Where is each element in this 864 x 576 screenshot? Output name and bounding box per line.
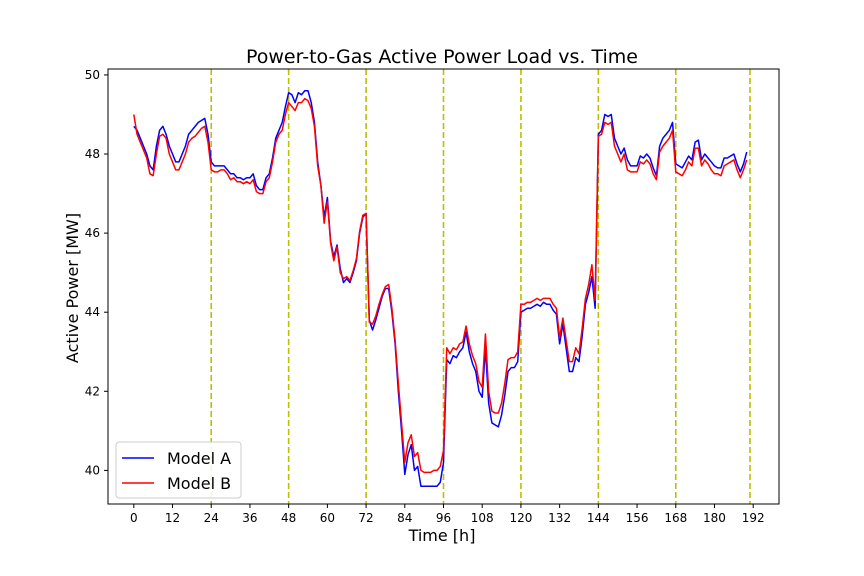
- y-tick-label: 40: [85, 463, 100, 477]
- y-tick-label: 46: [85, 226, 100, 240]
- x-axis-label: Time [h]: [408, 526, 476, 545]
- x-tick-label: 36: [242, 511, 257, 525]
- x-tick-label: 72: [358, 511, 373, 525]
- x-tick-label: 120: [509, 511, 532, 525]
- y-tick-label: 44: [85, 305, 100, 319]
- x-tick-label: 24: [204, 511, 219, 525]
- legend-box: [115, 441, 242, 499]
- x-tick-label: 144: [587, 511, 610, 525]
- series-line-model-a: [133, 90, 748, 487]
- y-tick-label: 48: [85, 147, 100, 161]
- legend-label: Model A: [167, 449, 231, 468]
- x-tick-label: 156: [626, 511, 649, 525]
- series-line-model-b: [133, 97, 748, 474]
- x-tick-label: 0: [130, 511, 138, 525]
- x-tick-label: 168: [664, 511, 687, 525]
- y-axis-label: Active Power [MW]: [63, 213, 82, 363]
- y-axis-ticks: 40 42 44 46 48 50: [85, 68, 108, 477]
- x-tick-label: 96: [436, 511, 451, 525]
- y-tick-label: 42: [85, 384, 100, 398]
- reference-vlines: [210, 69, 751, 504]
- chart-title: Power-to-Gas Active Power Load vs. Time: [246, 46, 638, 68]
- x-tick-label: 12: [165, 511, 180, 525]
- x-tick-label: 84: [397, 511, 412, 525]
- x-tick-label: 108: [471, 511, 494, 525]
- legend-label: Model B: [167, 474, 231, 493]
- legend: Model A Model B: [115, 441, 242, 499]
- x-tick-label: 60: [320, 511, 335, 525]
- x-tick-label: 48: [281, 511, 296, 525]
- series-layer: [133, 90, 748, 487]
- x-tick-label: 180: [703, 511, 726, 525]
- x-axis-ticks: 0 12 24 36 48 60 72 84 96 108 120 132 144 156 168 180 19…: [130, 504, 765, 525]
- x-tick-label: 132: [548, 511, 571, 525]
- x-tick-label: 192: [742, 511, 765, 525]
- y-tick-label: 50: [85, 68, 100, 82]
